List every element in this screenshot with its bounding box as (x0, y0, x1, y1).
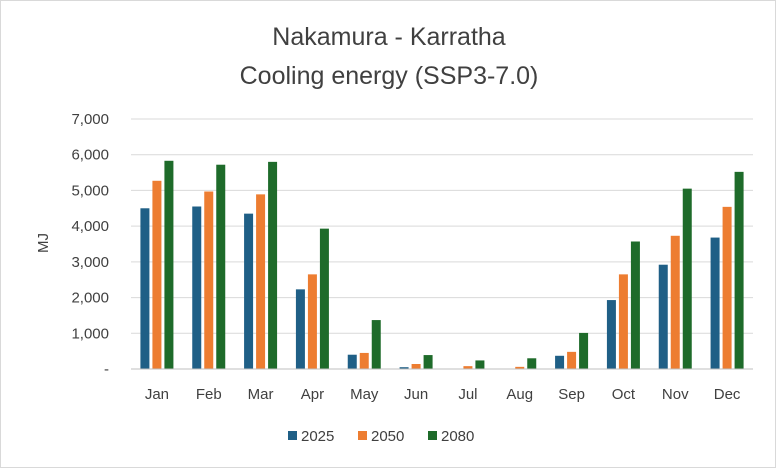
bar-2050-feb (204, 191, 214, 369)
legend-label: 2080 (441, 428, 474, 445)
bar-2025-jan (140, 208, 150, 369)
bar-2050-dec (722, 206, 732, 369)
bar-2025-may (347, 354, 357, 369)
y-tick-label: 5,000 (71, 182, 109, 199)
x-tick-label: Nov (662, 386, 689, 403)
chart-title: Nakamura - Karratha (272, 23, 506, 51)
y-tick-label: 2,000 (71, 290, 109, 307)
bar-2050-aug (515, 366, 525, 369)
bar-2050-mar (256, 194, 266, 369)
legend-swatch-2025 (288, 431, 297, 440)
y-tick-label: 1,000 (71, 325, 109, 342)
y-tick-label: 6,000 (71, 147, 109, 164)
bar-2050-jan (152, 180, 162, 369)
bar-2080-may (371, 320, 381, 369)
x-tick-label: Sep (558, 386, 585, 403)
bar-2050-jun (411, 364, 421, 369)
x-tick-label: Jul (458, 386, 477, 403)
bar-2025-apr (295, 289, 305, 369)
x-tick-label: Jun (404, 386, 428, 403)
x-tick-label: Oct (612, 386, 636, 403)
x-tick-label: Dec (714, 386, 741, 403)
bar-2080-feb (216, 164, 226, 369)
bar-2025-mar (244, 213, 254, 369)
bar-2025-dec (710, 237, 720, 369)
bar-2080-oct (630, 241, 640, 369)
bar-2080-nov (682, 188, 692, 369)
x-axis-ticks: Jan Feb Mar Apr May Jun Jul Aug Sep Oct Nov Dec (145, 386, 741, 403)
bar-2025-feb (192, 206, 202, 369)
x-tick-label: Apr (301, 386, 324, 403)
bar-2080-jul (475, 360, 485, 369)
bar-2080-aug (527, 358, 537, 369)
legend-swatch-2080 (428, 431, 437, 440)
bar-2050-may (359, 352, 369, 369)
legend-label: 2025 (301, 428, 334, 445)
bar-2050-apr (307, 274, 317, 369)
bars (140, 160, 744, 369)
x-tick-label: Mar (248, 386, 274, 403)
bar-2025-jun (399, 367, 409, 369)
bar-2050-nov (670, 235, 680, 369)
bar-2080-dec (734, 171, 744, 369)
chart-subtitle: Cooling energy (SSP3-7.0) (240, 62, 539, 90)
y-tick-label: 3,000 (71, 254, 109, 271)
legend-label: 2050 (371, 428, 404, 445)
x-tick-label: May (350, 386, 379, 403)
bar-2025-sep (555, 355, 565, 369)
bar-2080-mar (268, 161, 278, 369)
x-tick-label: Jan (145, 386, 169, 403)
legend: 2025 2050 2080 (288, 428, 474, 445)
y-tick-label: 7,000 (71, 111, 109, 128)
x-tick-label: Feb (196, 386, 222, 403)
bar-2080-jun (423, 355, 433, 369)
y-axis-title: MJ (35, 233, 52, 253)
bar-2025-oct (606, 300, 616, 369)
x-tick-label: Aug (506, 386, 533, 403)
bar-2050-oct (618, 274, 628, 369)
bar-2025-nov (658, 264, 668, 369)
y-tick-label: - (104, 361, 109, 378)
bar-2080-sep (579, 332, 589, 369)
bar-2080-apr (319, 228, 329, 369)
y-tick-label: 4,000 (71, 218, 109, 235)
bar-2050-sep (567, 351, 577, 369)
bar-2080-jan (164, 160, 174, 369)
gridlines (131, 118, 753, 334)
y-axis-ticks: - 1,000 2,000 3,000 4,000 5,000 6,000 7,000 (71, 111, 109, 378)
bar-2050-jul (463, 366, 473, 369)
legend-swatch-2050 (358, 431, 367, 440)
